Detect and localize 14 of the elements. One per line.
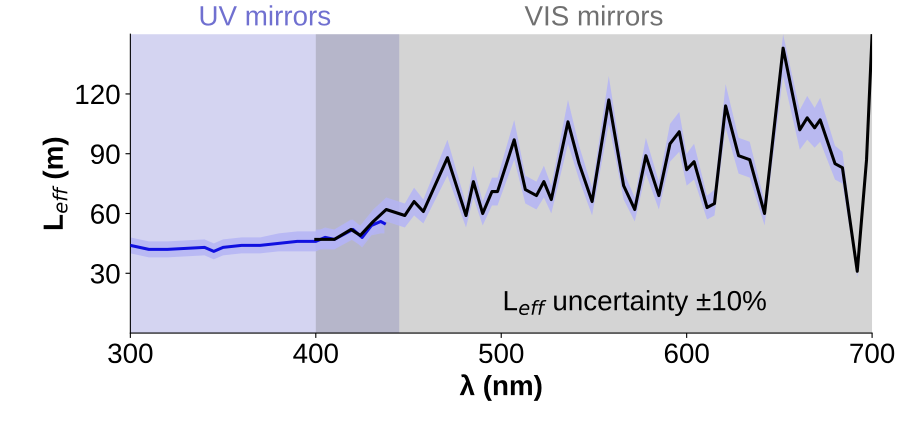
y-tick-label: 60 (91, 204, 120, 224)
y-tick-label: 90 (91, 144, 120, 164)
annotation: L$_{eff}$ uncertainty ±10% (504, 290, 766, 316)
y-axis-title: L$_{eff}$ (m) (42, 138, 69, 230)
y-tick-label: 30 (90, 264, 120, 284)
x-tick-label: 300 (108, 344, 152, 364)
band-label: VIS mirrors (524, 5, 662, 26)
x-tick-label: 500 (479, 344, 524, 364)
y-tick-label: 120 (76, 84, 120, 104)
x-axis-title: λ (nm) (460, 374, 542, 401)
x-tick-label: 400 (293, 344, 338, 364)
x-tick-label: 600 (664, 344, 709, 364)
band-label: UV mirrors (200, 5, 330, 26)
x-tick-label: 700 (850, 344, 894, 364)
